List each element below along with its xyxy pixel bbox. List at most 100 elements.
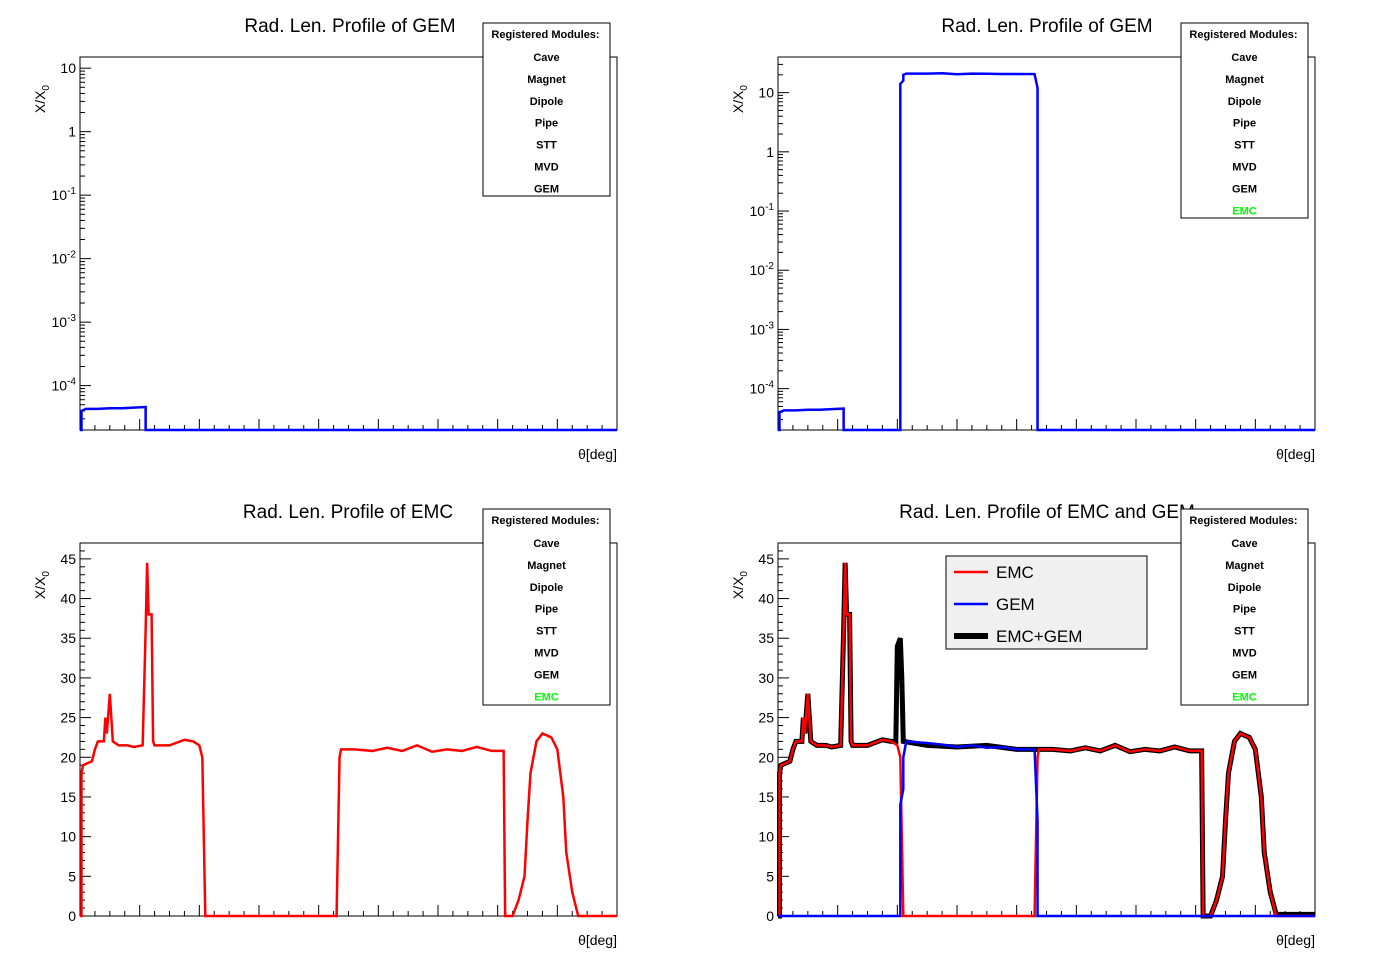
y-tick-exponent: -2 [67, 250, 76, 261]
module-entry: Dipole [1228, 582, 1262, 594]
modules-box [1180, 508, 1309, 706]
y-tick-base: 15 [60, 789, 76, 805]
module-entry: Cave [1231, 538, 1257, 550]
y-tick-label: 10 [60, 829, 76, 845]
module-entry: MVD [534, 648, 559, 660]
module-entry: MVD [1232, 648, 1257, 660]
y-tick-label: 20 [60, 749, 76, 765]
y-tick-base: 10 [60, 60, 76, 76]
y-tick-label: 40 [758, 591, 774, 607]
module-entry: EMC [1232, 205, 1257, 217]
module-entry: Dipole [530, 96, 564, 108]
x-axis-label: θ[deg] [1276, 932, 1315, 948]
module-entry: STT [536, 140, 557, 152]
series-line-gem [778, 740, 1315, 918]
module-entry: Dipole [530, 582, 564, 594]
module-entry: Magnet [527, 74, 566, 86]
plot-title: Rad. Len. Profile of EMC and GEM [899, 502, 1195, 523]
y-tick-base: 10 [758, 829, 774, 845]
series-line-emc [778, 562, 1315, 918]
y-axis-label-main: X/X [32, 90, 48, 113]
y-tick-label: 10-4 [52, 377, 77, 394]
y-tick-base: 25 [60, 710, 76, 726]
y-tick-base: 1 [68, 124, 76, 140]
y-tick-base: 10 [52, 314, 68, 330]
module-entry: Magnet [1225, 560, 1264, 572]
y-axis-label-subscript: 0 [41, 85, 52, 91]
module-entry: Pipe [535, 604, 558, 616]
y-tick-base: 45 [60, 551, 76, 567]
y-axis-label: X/X0 [730, 85, 750, 114]
y-tick-base: 5 [766, 868, 774, 884]
module-entry: GEM [534, 183, 559, 195]
module-entry: MVD [534, 162, 559, 174]
module-entry: EMC [534, 691, 559, 703]
y-tick-base: 30 [758, 670, 774, 686]
module-entry: Magnet [1225, 74, 1264, 86]
y-tick-label: 10-4 [750, 380, 775, 397]
x-axis-label: θ[deg] [578, 446, 617, 462]
series-line-0 [80, 562, 617, 918]
modules-box [482, 508, 611, 706]
y-tick-label: 45 [60, 551, 76, 567]
y-tick-label: 30 [758, 670, 774, 686]
y-tick-label: 15 [758, 789, 774, 805]
y-tick-label: 0 [68, 908, 76, 924]
x-axis-label: θ[deg] [1276, 446, 1315, 462]
y-axis-label-main: X/X [730, 90, 746, 113]
y-tick-label: 35 [60, 630, 76, 646]
y-tick-label: 10-1 [52, 186, 77, 203]
y-tick-label: 10-2 [52, 250, 77, 267]
y-tick-base: 0 [68, 908, 76, 924]
modules-box [1180, 22, 1309, 219]
y-axis-label-subscript: 0 [41, 571, 52, 577]
panel-emc-and-gem-linear: 0 5 10 15 20 25 30 35 40 45 Rad. Len. Profile of E… [730, 502, 1316, 948]
y-tick-base: 40 [758, 591, 774, 607]
y-tick-base: 40 [60, 591, 76, 607]
y-tick-label: 10-1 [750, 202, 775, 219]
y-tick-base: 10 [52, 378, 68, 394]
y-tick-label: 25 [60, 710, 76, 726]
y-tick-base: 0 [766, 908, 774, 924]
module-entry: Pipe [1233, 604, 1256, 616]
y-tick-base: 20 [60, 749, 76, 765]
y-tick-label: 10 [758, 85, 774, 101]
y-tick-base: 15 [758, 789, 774, 805]
module-entry: GEM [1232, 183, 1257, 195]
panel-emc-linear: 0 5 10 15 20 25 30 35 40 45 Rad. Len. Profile of E… [32, 502, 618, 948]
module-entry: STT [536, 626, 557, 638]
y-tick-base: 20 [758, 749, 774, 765]
y-tick-label: 10 [60, 60, 76, 76]
y-axis-label: X/X0 [730, 571, 750, 600]
module-entry: Pipe [1233, 118, 1256, 130]
y-tick-base: 10 [750, 381, 766, 397]
y-axis-label: X/X0 [32, 571, 52, 600]
module-entry: Pipe [535, 118, 558, 130]
y-axis-label-main: X/X [730, 576, 746, 599]
y-tick-label: 10-3 [750, 320, 775, 337]
y-tick-label: 10-3 [52, 313, 77, 330]
y-tick-label: 30 [60, 670, 76, 686]
y-tick-exponent: -3 [67, 313, 76, 324]
y-tick-base: 10 [750, 321, 766, 337]
y-tick-label: 45 [758, 551, 774, 567]
y-tick-label: 25 [758, 710, 774, 726]
y-tick-base: 30 [60, 670, 76, 686]
y-axis-label: X/X0 [32, 85, 52, 114]
series-line-0 [778, 71, 1315, 432]
y-axis-label-subscript: 0 [739, 571, 750, 577]
y-axis-label-main: X/X [32, 576, 48, 599]
module-entry: Cave [1231, 52, 1257, 64]
y-tick-label: 1 [766, 144, 774, 160]
y-tick-label: 0 [766, 908, 774, 924]
module-entry: Cave [533, 52, 559, 64]
legend-label: EMC [996, 563, 1034, 582]
y-tick-base: 35 [758, 630, 774, 646]
y-tick-label: 20 [758, 749, 774, 765]
module-entry: Dipole [1228, 96, 1262, 108]
y-tick-exponent: -4 [67, 377, 76, 388]
y-tick-label: 5 [766, 868, 774, 884]
y-tick-base: 10 [758, 85, 774, 101]
y-tick-label: 10 [758, 829, 774, 845]
